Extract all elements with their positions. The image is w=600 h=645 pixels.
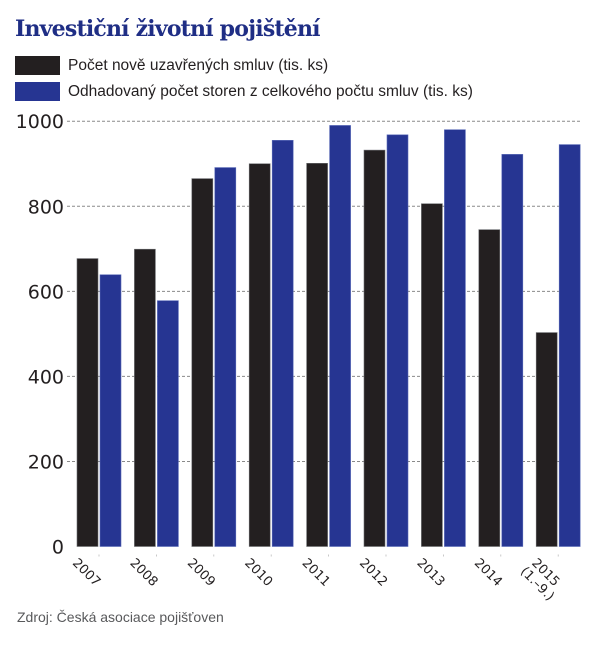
bar-new-contracts-0 bbox=[76, 258, 99, 547]
chart-title: Investiční životní pojištění bbox=[15, 16, 321, 42]
x-tick-label-8: 2015(1.–9.) bbox=[517, 556, 562, 604]
y-tick-label-800: 800 bbox=[28, 196, 64, 218]
legend-swatch-new-contracts bbox=[15, 56, 60, 75]
x-axis-ticks: 2007 2008 2009 2010 2011 2012 2013 2014 2015(1.–… bbox=[69, 554, 562, 604]
y-tick-label-400: 400 bbox=[28, 366, 64, 388]
bar-cancellations-1 bbox=[157, 300, 179, 547]
x-tick-label-7: 2014 bbox=[471, 556, 505, 590]
y-tick-label-600: 600 bbox=[28, 281, 64, 303]
bar-new-contracts-4 bbox=[306, 163, 328, 547]
x-tick-label-line: 2011 bbox=[299, 556, 333, 590]
y-tick-label-200: 200 bbox=[28, 451, 64, 473]
x-tick-label-line: 2010 bbox=[241, 556, 275, 590]
bar-new-contracts-5 bbox=[363, 149, 386, 547]
legend: Počet nově uzavřených smluv (tis. ks) Od… bbox=[15, 56, 473, 108]
x-tick-label-5: 2012 bbox=[356, 556, 390, 590]
bar-cancellations-2 bbox=[214, 167, 237, 547]
bar-new-contracts-7 bbox=[478, 229, 501, 547]
x-tick-label-line: 2013 bbox=[414, 556, 448, 590]
x-tick-label-line: 2009 bbox=[184, 556, 218, 590]
x-tick-label-4: 2011 bbox=[299, 556, 333, 590]
bar-cancellations-3 bbox=[271, 140, 294, 547]
bar-cancellations-4 bbox=[329, 125, 351, 547]
legend-item-new-contracts: Počet nově uzavřených smluv (tis. ks) bbox=[15, 56, 473, 75]
x-tick-label-line: 2007 bbox=[69, 556, 103, 590]
bar-cancellations-5 bbox=[386, 134, 409, 547]
bar-new-contracts-6 bbox=[421, 203, 443, 547]
legend-label-cancellations: Odhadovaný počet storen z celkového počt… bbox=[68, 82, 473, 100]
x-tick-label-2: 2009 bbox=[184, 556, 218, 590]
source-note: Zdroj: Česká asociace pojišťoven bbox=[17, 609, 224, 625]
bars bbox=[76, 125, 581, 547]
bar-cancellations-7 bbox=[501, 154, 524, 547]
x-tick-label-6: 2013 bbox=[414, 556, 448, 590]
x-tick-label-line: 2014 bbox=[471, 556, 505, 590]
y-tick-label-1000: 1000 bbox=[16, 111, 64, 133]
bar-new-contracts-8 bbox=[535, 332, 558, 547]
bar-new-contracts-3 bbox=[248, 163, 271, 547]
x-tick-label-1: 2008 bbox=[127, 556, 161, 590]
x-tick-label-0: 2007 bbox=[69, 556, 103, 590]
bar-new-contracts-2 bbox=[191, 178, 214, 547]
y-axis-ticks: 0 200 400 600 800 1000 bbox=[16, 111, 64, 558]
legend-swatch-cancellations bbox=[15, 82, 60, 101]
x-tick-label-3: 2010 bbox=[241, 556, 275, 590]
legend-item-cancellations: Odhadovaný počet storen z celkového počt… bbox=[15, 82, 473, 101]
y-tick-label-0: 0 bbox=[52, 537, 64, 559]
x-tick-label-line: 2012 bbox=[356, 556, 390, 590]
bar-cancellations-8 bbox=[558, 144, 581, 547]
bar-cancellations-0 bbox=[99, 274, 122, 547]
bar-new-contracts-1 bbox=[134, 248, 156, 547]
x-tick-label-line: 2008 bbox=[127, 556, 161, 590]
bar-cancellations-6 bbox=[444, 129, 466, 547]
legend-label-new-contracts: Počet nově uzavřených smluv (tis. ks) bbox=[68, 56, 329, 74]
